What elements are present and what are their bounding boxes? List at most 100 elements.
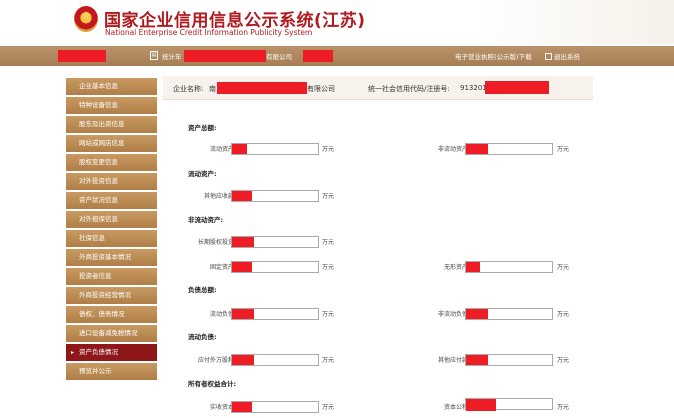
unit-label: 万元 bbox=[322, 311, 335, 318]
label-paid-in-capital: 实收资本 bbox=[209, 404, 234, 411]
label-current-liabilities: 流动负债 bbox=[209, 311, 234, 318]
section-current-liabilities: 流动负债: bbox=[188, 333, 217, 341]
logout-icon bbox=[545, 53, 552, 60]
name-prefix: 南 bbox=[209, 85, 216, 93]
current-assets-input[interactable] bbox=[231, 143, 319, 155]
redacted-block bbox=[184, 50, 266, 62]
sidebar-item[interactable]: 外商投资基本情况 bbox=[66, 249, 157, 266]
sidebar-menu: 企业基本信息 特种设备信息 股东及出资信息 网站或网店信息 股权变更信息 对外投资信息 资产… bbox=[66, 78, 157, 382]
sidebar-item[interactable]: ▸ 资产负债情况 bbox=[66, 344, 157, 361]
top-navbar: ▤ 统计年 有限公司 电子营业执照(公示版)下载 退出系统 bbox=[0, 46, 674, 66]
sidebar-item-label: 外商投资经营情况 bbox=[79, 291, 131, 299]
sidebar-item[interactable]: 企业基本信息 bbox=[66, 78, 157, 95]
sidebar-item-label: 股东及出资信息 bbox=[79, 120, 125, 128]
sidebar-item-label: 网站或网店信息 bbox=[79, 139, 125, 147]
sidebar-item[interactable]: 外商投资经营情况 bbox=[66, 287, 157, 304]
non-current-assets-input[interactable] bbox=[465, 143, 553, 155]
sidebar-item[interactable]: 社保信息 bbox=[66, 230, 157, 247]
logout-link[interactable]: 退出系统 bbox=[545, 51, 580, 61]
enterprise-info-bar: 企业名称: 南 有限公司 统一社会信用代码/注册号: 913201 bbox=[163, 76, 593, 100]
label-capital-reserve: 资本公积 bbox=[443, 404, 468, 411]
section-total-assets: 资产总额: bbox=[188, 124, 217, 132]
sidebar-item-label: 资产状况信息 bbox=[79, 196, 118, 204]
sidebar-item-label: 企业基本信息 bbox=[79, 82, 118, 90]
unit-label: 万元 bbox=[322, 146, 335, 153]
active-arrow-icon: ▸ bbox=[71, 349, 75, 356]
unit-label: 万元 bbox=[322, 264, 335, 271]
redacted-block bbox=[58, 50, 106, 62]
unit-label: 万元 bbox=[322, 404, 335, 411]
other-receivables-input[interactable] bbox=[231, 190, 319, 202]
sidebar-item-label: 进口设备减免税情况 bbox=[79, 329, 138, 337]
other-payables-input[interactable] bbox=[465, 354, 553, 366]
sidebar-item-label: 资产负债情况 bbox=[79, 348, 118, 356]
long-term-equity-input[interactable] bbox=[231, 236, 319, 248]
name-suffix: 有限公司 bbox=[307, 85, 335, 93]
site-subtitle: National Enterprise Credit Information P… bbox=[105, 28, 313, 37]
section-total-liabilities: 负债总额: bbox=[188, 286, 217, 294]
download-license-link[interactable]: 电子营业执照(公示版)下载 bbox=[455, 53, 532, 61]
current-liabilities-input[interactable] bbox=[231, 308, 319, 320]
sidebar-item[interactable]: 对外担保信息 bbox=[66, 211, 157, 228]
sidebar-item-label: 特种设备信息 bbox=[79, 101, 118, 109]
label-non-current-liabilities: 非流动负债 bbox=[437, 311, 468, 318]
balance-sheet-form: 资产总额: 流动资产: 非流动资产: 负债总额: 流动负债: 所有者权益合计: … bbox=[173, 106, 593, 418]
credit-code-prefix: 913201 bbox=[460, 84, 487, 92]
national-emblem-icon bbox=[74, 6, 98, 32]
sidebar-item[interactable]: 投资者信息 bbox=[66, 268, 157, 285]
label-other-payables: 其他应付款 bbox=[437, 357, 468, 364]
nav-company-suffix: 有限公司 bbox=[266, 53, 292, 61]
header-decoration bbox=[474, 0, 674, 44]
credit-code-label: 统一社会信用代码/注册号: bbox=[368, 85, 450, 93]
non-current-liabilities-input[interactable] bbox=[465, 308, 553, 320]
label-current-assets: 流动资产 bbox=[209, 146, 234, 153]
sidebar-item-label: 外商投资基本情况 bbox=[79, 253, 131, 261]
unit-label: 万元 bbox=[322, 239, 335, 246]
label-fixed-assets: 固定资产 bbox=[209, 264, 234, 271]
sidebar-item-label: 社保信息 bbox=[79, 234, 105, 242]
unit-label: 万元 bbox=[557, 404, 570, 411]
sidebar-item[interactable]: 股东及出资信息 bbox=[66, 116, 157, 133]
label-intangible-assets: 无形资产 bbox=[443, 264, 468, 271]
main-content: 企业名称: 南 有限公司 统一社会信用代码/注册号: 913201 资产总额: … bbox=[163, 76, 593, 418]
sidebar-item-label: 债权、债务情况 bbox=[79, 310, 125, 318]
label-dividends-payable: 应付外方股利 bbox=[197, 357, 234, 364]
unit-label: 万元 bbox=[322, 357, 335, 364]
capital-reserve-input[interactable] bbox=[465, 398, 553, 411]
label-long-term-equity: 长期股权投资 bbox=[197, 239, 234, 246]
redacted-block bbox=[485, 81, 549, 94]
document-icon: ▤ bbox=[150, 51, 158, 60]
site-title: 国家企业信用信息公示系统(江苏) bbox=[104, 11, 366, 31]
unit-label: 万元 bbox=[557, 357, 570, 364]
nav-prefix: 统计年 bbox=[162, 53, 182, 61]
unit-label: 万元 bbox=[557, 264, 570, 271]
sidebar-item[interactable]: 对外投资信息 bbox=[66, 173, 157, 190]
section-non-current-assets: 非流动资产: bbox=[188, 216, 224, 224]
redacted-block bbox=[217, 82, 307, 94]
sidebar-item-label: 投资者信息 bbox=[79, 272, 112, 280]
sidebar-item-label: 对外投资信息 bbox=[79, 177, 118, 185]
sidebar-item[interactable]: 网站或网店信息 bbox=[66, 135, 157, 152]
dividends-payable-input[interactable] bbox=[231, 354, 319, 366]
sidebar-item[interactable]: 特种设备信息 bbox=[66, 97, 157, 114]
fixed-assets-input[interactable] bbox=[231, 261, 319, 273]
unit-label: 万元 bbox=[557, 146, 570, 153]
sidebar-item-label: 股权变更信息 bbox=[79, 158, 118, 166]
sidebar-item[interactable]: 预览并公示 bbox=[66, 363, 157, 380]
sidebar-item[interactable]: 股权变更信息 bbox=[66, 154, 157, 171]
section-owners-equity: 所有者权益合计: bbox=[188, 380, 237, 388]
label-non-current-assets: 非流动资产 bbox=[437, 146, 468, 153]
sidebar-item[interactable]: 进口设备减免税情况 bbox=[66, 325, 157, 342]
sidebar-item-label: 预览并公示 bbox=[79, 367, 112, 375]
site-header: 国家企业信用信息公示系统(江苏) National Enterprise Cre… bbox=[0, 0, 674, 44]
intangible-assets-input[interactable] bbox=[465, 261, 553, 273]
sidebar-item[interactable]: 债权、债务情况 bbox=[66, 306, 157, 323]
sidebar-item-label: 对外担保信息 bbox=[79, 215, 118, 223]
sidebar-item[interactable]: 资产状况信息 bbox=[66, 192, 157, 209]
name-label: 企业名称: bbox=[173, 85, 204, 93]
section-current-assets: 流动资产: bbox=[188, 170, 217, 178]
paid-in-capital-input[interactable] bbox=[231, 401, 319, 413]
unit-label: 万元 bbox=[557, 311, 570, 318]
logout-label: 退出系统 bbox=[554, 53, 580, 61]
